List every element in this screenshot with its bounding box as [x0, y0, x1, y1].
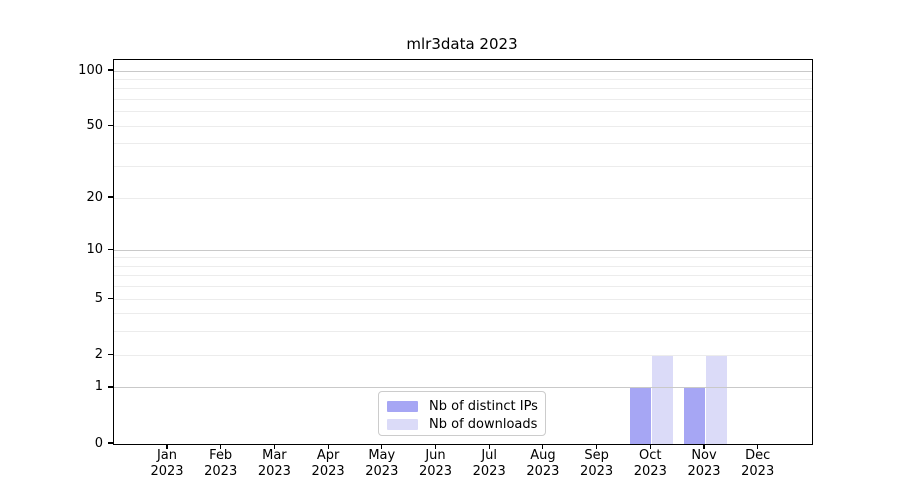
- y-major-gridline: [114, 387, 812, 389]
- x-tick-mark: [757, 444, 759, 449]
- y-minor-gridline: [114, 331, 812, 333]
- x-tick-label: Apr 2023: [311, 448, 345, 479]
- y-tick-mark: [108, 124, 113, 126]
- legend-item-distinct-ips: Nb of distinct IPs: [387, 397, 538, 415]
- y-tick-label: 1: [94, 379, 103, 395]
- y-tick-mark: [108, 442, 113, 444]
- x-tick-mark: [649, 444, 651, 449]
- y-minor-gridline: [114, 125, 812, 127]
- y-minor-gridline: [114, 298, 812, 300]
- legend-item-downloads: Nb of downloads: [387, 415, 537, 433]
- y-minor-gridline: [114, 197, 812, 199]
- y-tick-mark: [108, 386, 113, 388]
- y-minor-gridline: [114, 88, 812, 90]
- legend-label-distinct-ips: Nb of distinct IPs: [429, 398, 538, 414]
- x-tick-label: May 2023: [365, 448, 399, 479]
- y-minor-gridline: [114, 265, 812, 267]
- y-tick-label: 10: [86, 241, 103, 257]
- x-tick-label: Nov 2023: [687, 448, 721, 479]
- bar-distinct-ips: [629, 388, 651, 444]
- x-tick-mark: [703, 444, 705, 449]
- bar-distinct-ips: [683, 388, 705, 444]
- y-tick-label: 0: [94, 435, 103, 451]
- legend-swatch-downloads: [387, 418, 418, 430]
- x-tick-label: Oct 2023: [633, 448, 667, 479]
- legend: Nb of distinct IPs Nb of downloads: [378, 391, 546, 436]
- x-tick-mark: [381, 444, 383, 449]
- y-minor-gridline: [114, 166, 812, 168]
- x-tick-label: Jun 2023: [418, 448, 453, 479]
- x-tick-mark: [166, 444, 168, 449]
- bar-downloads: [651, 355, 673, 444]
- x-tick-label: Sep 2023: [580, 448, 614, 479]
- y-minor-gridline: [114, 354, 812, 356]
- x-tick-mark: [220, 444, 222, 449]
- y-tick-mark: [108, 196, 113, 198]
- x-tick-label: Jul 2023: [472, 448, 506, 479]
- x-tick-label: Mar 2023: [257, 448, 291, 479]
- y-minor-gridline: [114, 286, 812, 288]
- x-tick-mark: [273, 444, 275, 449]
- plot-area: [113, 59, 813, 445]
- y-tick-mark: [108, 297, 113, 299]
- y-tick-mark: [108, 248, 113, 250]
- x-tick-mark: [596, 444, 598, 449]
- y-minor-gridline: [114, 275, 812, 277]
- y-tick-mark: [108, 69, 113, 71]
- x-tick-mark: [542, 444, 544, 449]
- bar-downloads: [705, 355, 727, 444]
- legend-label-downloads: Nb of downloads: [429, 416, 538, 432]
- x-tick-label: Jan 2023: [150, 448, 184, 479]
- y-minor-gridline: [114, 143, 812, 145]
- y-tick-label: 20: [86, 189, 103, 205]
- x-tick-label: Dec 2023: [741, 448, 775, 479]
- x-tick-label: Feb 2023: [204, 448, 238, 479]
- x-tick-mark: [488, 444, 490, 449]
- y-minor-gridline: [114, 257, 812, 259]
- y-tick-label: 2: [94, 346, 103, 362]
- y-tick-label: 50: [86, 117, 103, 133]
- y-minor-gridline: [114, 313, 812, 315]
- y-minor-gridline: [114, 99, 812, 101]
- x-tick-mark: [434, 444, 437, 449]
- y-major-gridline: [114, 249, 812, 251]
- y-major-gridline: [114, 70, 812, 72]
- x-tick-mark: [327, 444, 329, 449]
- y-tick-label: 5: [94, 290, 103, 306]
- y-minor-gridline: [114, 111, 812, 113]
- chart-title: mlr3data 2023: [406, 35, 518, 53]
- x-tick-label: Aug 2023: [526, 448, 560, 479]
- legend-swatch-distinct-ips: [387, 400, 418, 412]
- y-minor-gridline: [114, 79, 812, 81]
- y-tick-mark: [108, 353, 113, 355]
- y-tick-label: 100: [78, 62, 103, 78]
